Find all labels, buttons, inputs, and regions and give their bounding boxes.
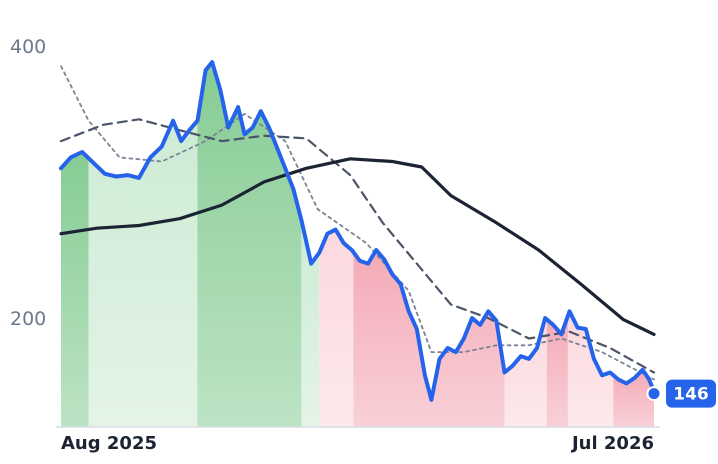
x-axis-ticks: Aug 2025 Jul 2026 bbox=[61, 433, 654, 454]
shaded-region-down-strong bbox=[353, 250, 505, 427]
x-tick-label: Aug 2025 bbox=[61, 433, 157, 454]
last-value-label: 146 bbox=[673, 385, 709, 405]
y-tick-label: 400 bbox=[10, 36, 46, 58]
last-value-badge bbox=[666, 379, 716, 408]
shaded-region-down-strong bbox=[546, 315, 568, 427]
shaded-region-up-strong bbox=[61, 152, 89, 427]
shaded-region-down-light bbox=[504, 318, 547, 427]
ma-mid-line bbox=[59, 118, 656, 374]
last-value-dot bbox=[646, 386, 662, 402]
last-value-marker: 146 bbox=[646, 379, 716, 408]
shaded-region-up-strong bbox=[197, 62, 302, 427]
y-tick-label: 200 bbox=[10, 308, 46, 330]
series-lines bbox=[59, 60, 656, 402]
shaded-region-down-light bbox=[319, 229, 354, 427]
y-axis-ticks: 200 400 bbox=[10, 36, 46, 330]
x-tick-label: Jul 2026 bbox=[570, 433, 654, 454]
ma-long-line bbox=[59, 157, 656, 336]
price-line bbox=[59, 60, 656, 402]
shaded-region-up-light bbox=[301, 220, 320, 427]
shaded-region-up-light bbox=[88, 120, 198, 427]
shaded-region-down-light bbox=[567, 311, 614, 427]
shaded-regions bbox=[61, 62, 654, 427]
